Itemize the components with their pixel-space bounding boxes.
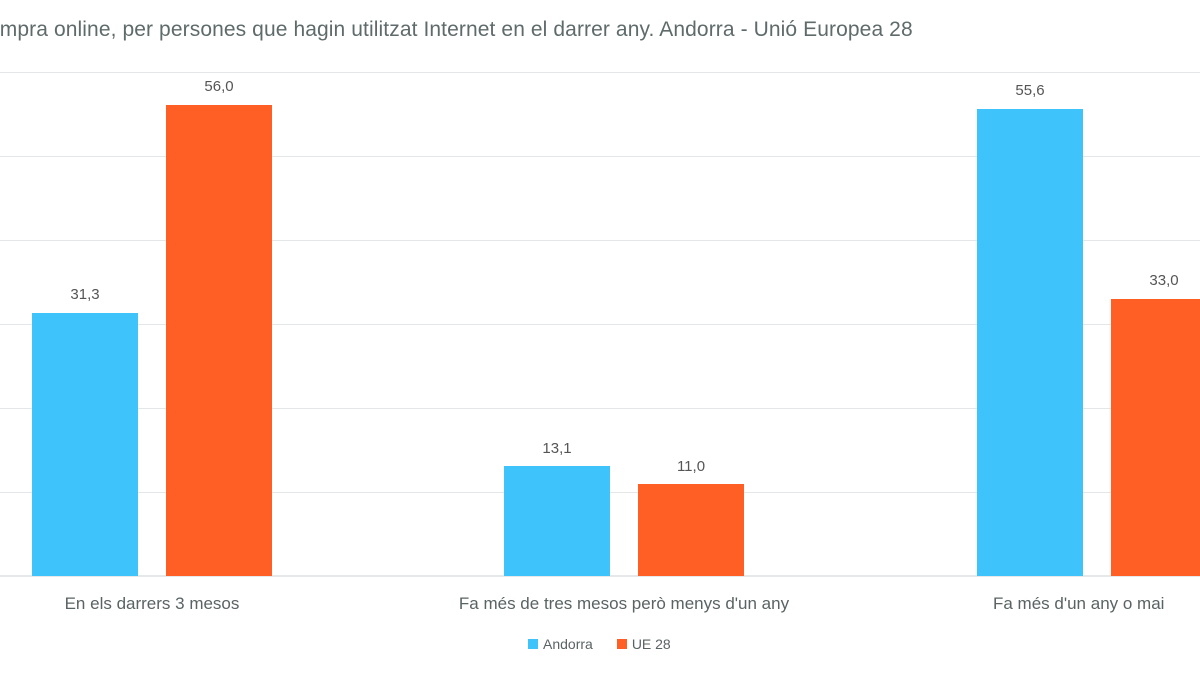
gridline: [0, 72, 1200, 73]
bar-andorra-group-3: [977, 109, 1083, 576]
gridline: [0, 240, 1200, 241]
gridline: [0, 408, 1200, 409]
x-axis-category-label: Fa més d'un any o mai: [993, 594, 1165, 613]
legend-label: UE 28: [631, 636, 671, 652]
data-label: 56,0: [204, 78, 234, 95]
x-axis-category-label: En els darrers 3 mesos: [64, 594, 240, 613]
gridline: [0, 324, 1200, 325]
data-label: 55,6: [1015, 82, 1045, 99]
data-label: 11,0: [676, 458, 706, 475]
chart-title: ompra online, per persones que hagin uti…: [0, 18, 913, 41]
legend: Andorra UE 28: [528, 636, 691, 652]
bar-andorra-group-2: [504, 466, 610, 576]
x-axis-line: [0, 575, 1200, 577]
bar-ue28-group-3: [1111, 299, 1200, 576]
bar-ue28-group-2: [638, 484, 744, 576]
legend-swatch-icon: [616, 639, 627, 649]
bar-andorra-group-1: [32, 313, 138, 576]
gridline: [0, 156, 1200, 157]
data-label: 33,0: [1149, 272, 1179, 289]
legend-swatch-icon: [528, 639, 538, 649]
data-label: 31,3: [70, 286, 100, 303]
legend-label: Andorra: [543, 636, 593, 652]
x-axis-category-label: Fa més de tres mesos però menys d'un any: [458, 594, 790, 613]
legend-item-andorra: Andorra: [528, 636, 593, 652]
data-label: 13,1: [542, 440, 572, 457]
bar-ue28-group-1: [166, 105, 272, 576]
legend-item-ue28: UE 28: [616, 636, 671, 652]
plot-area: 31,3 56,0 13,1 11,0 55,6 33,0: [0, 72, 1200, 577]
